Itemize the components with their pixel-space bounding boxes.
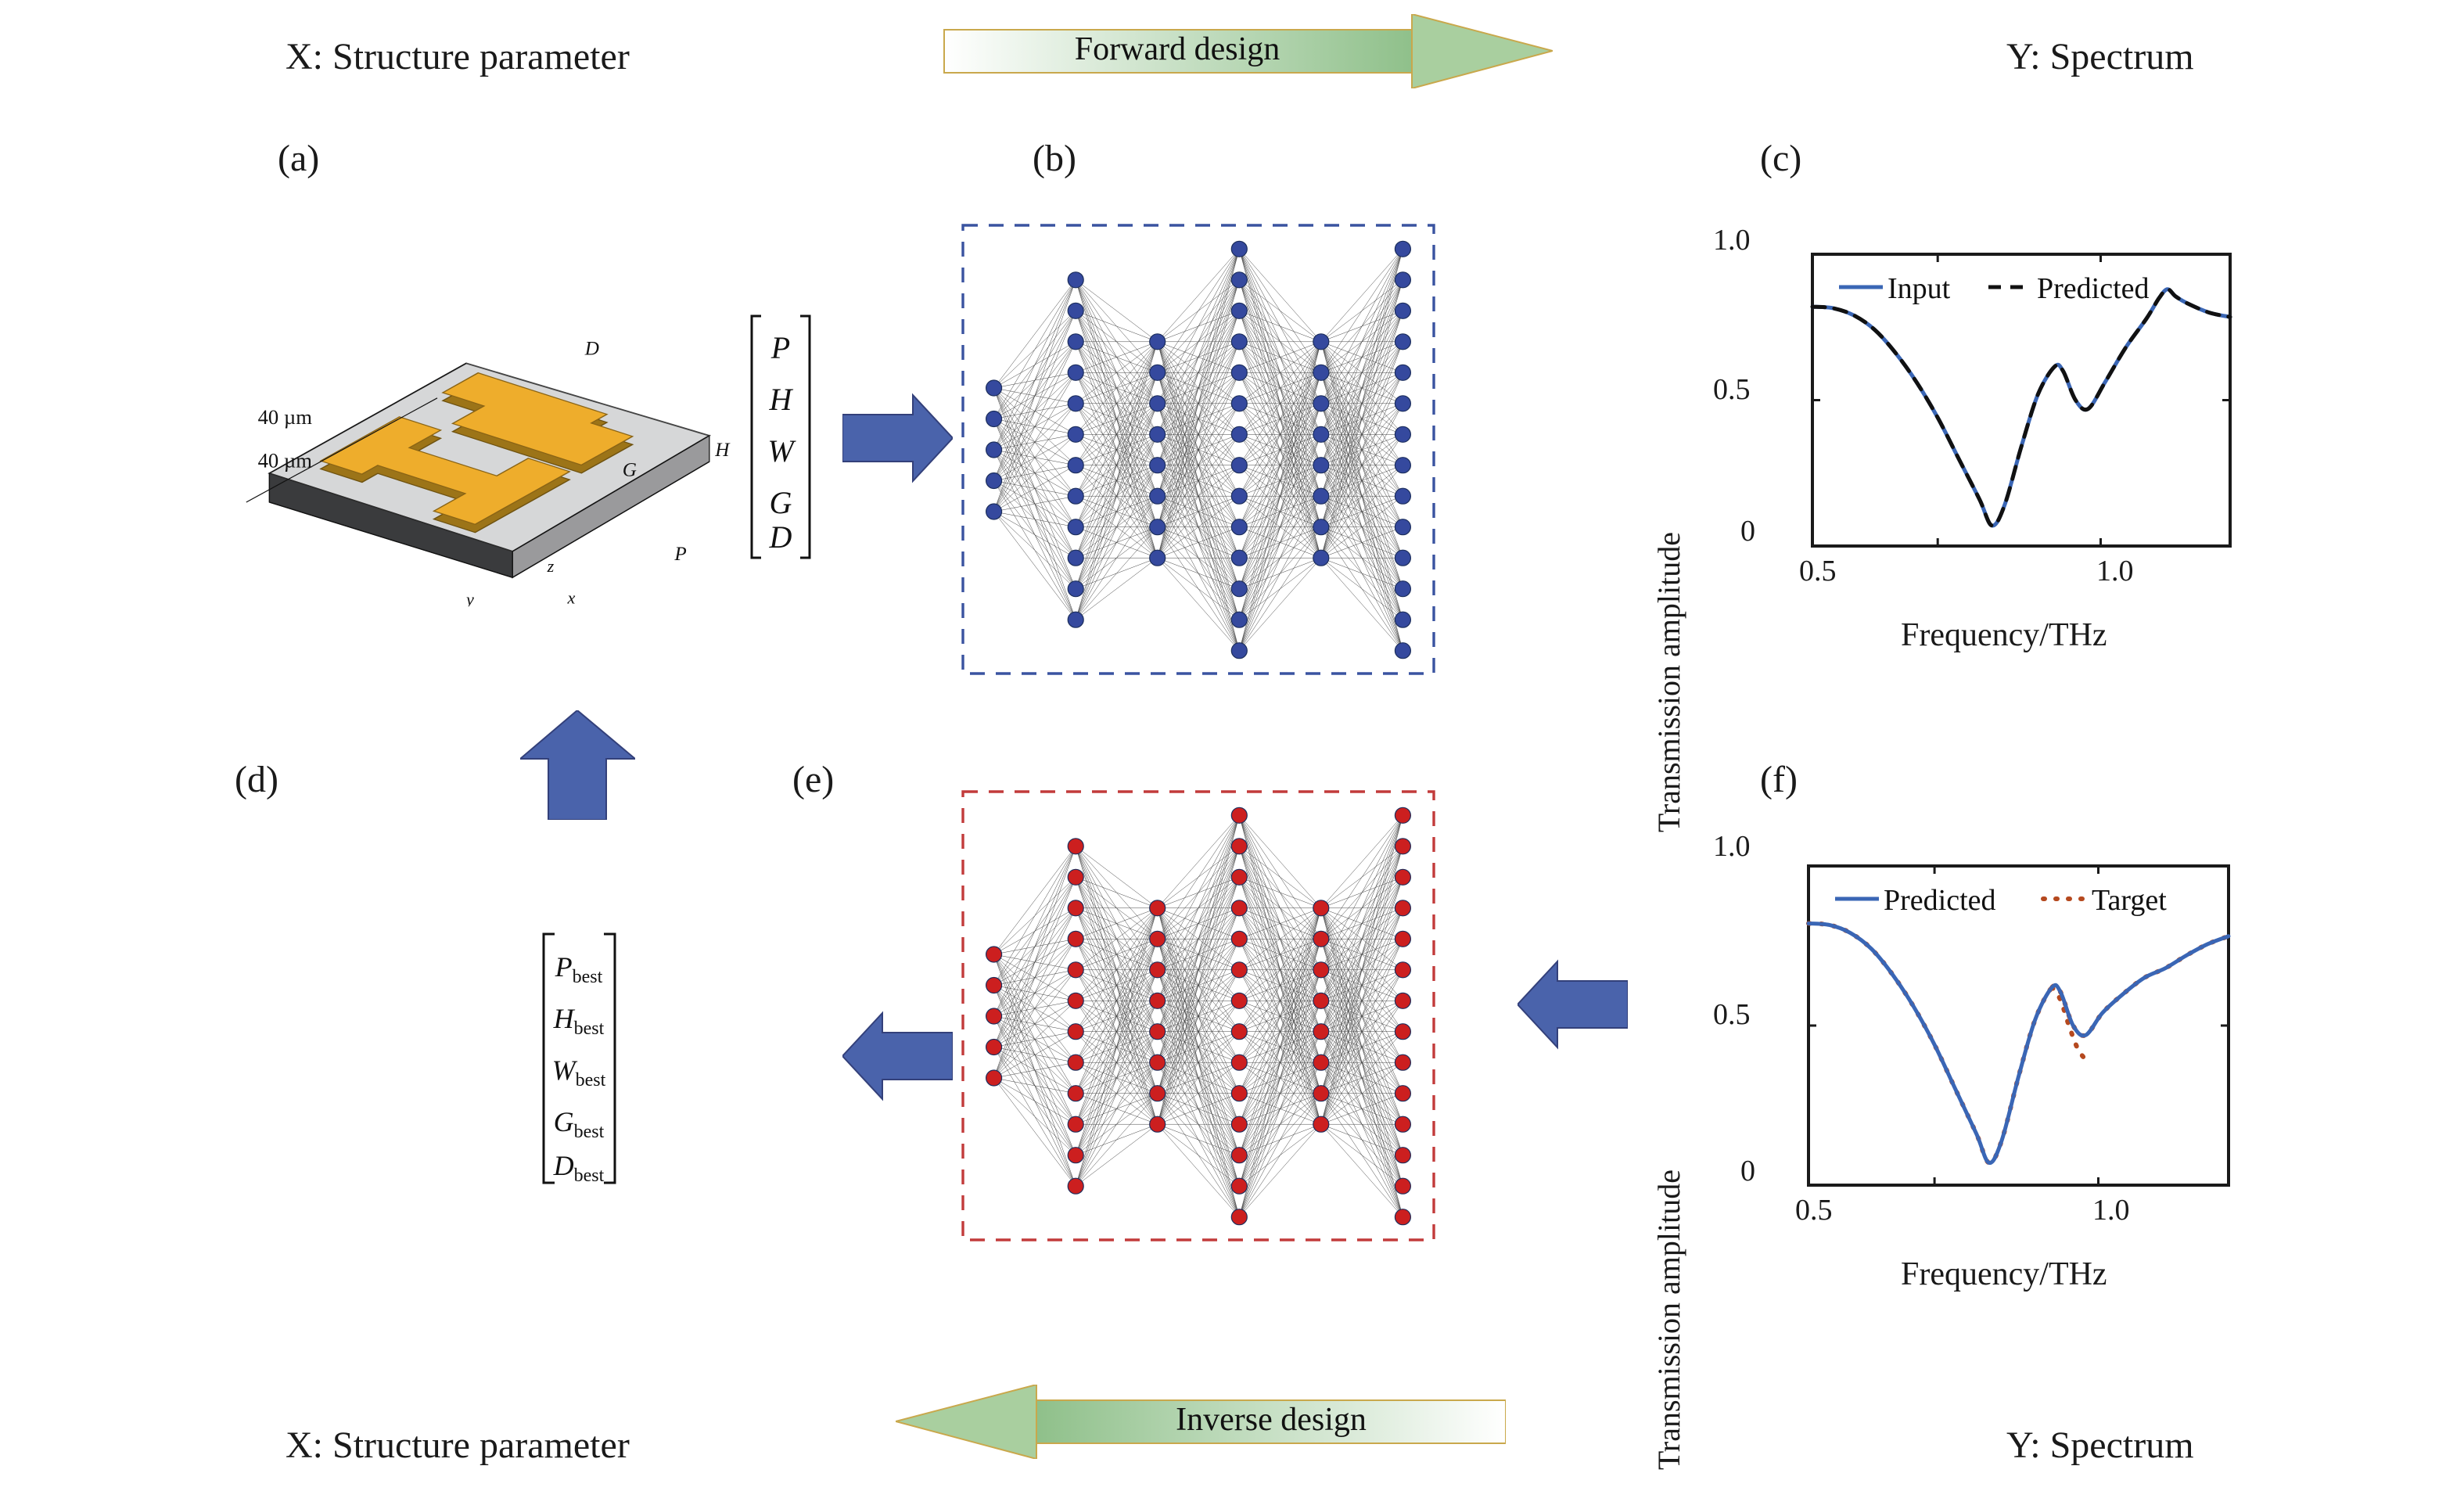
svg-text:G: G [623,460,637,481]
svg-text:x: x [567,588,576,607]
svg-text:D: D [584,338,599,359]
svg-text:Forward design: Forward design [1075,31,1280,67]
svg-text:D: D [769,519,792,555]
svg-text:Gbest: Gbest [554,1106,605,1142]
svg-text:Hbest: Hbest [553,1003,605,1039]
svg-text:H: H [714,440,731,461]
svg-text:W: W [767,433,796,469]
svg-text:40 µm: 40 µm [258,449,313,472]
svg-text:P: P [673,544,686,565]
svg-text:Dbest: Dbest [553,1150,605,1186]
svg-text:Inverse design: Inverse design [1176,1402,1367,1438]
svg-text:40 µm: 40 µm [258,405,313,429]
svg-text:Predicted: Predicted [2037,272,2150,305]
svg-text:z: z [547,556,555,576]
svg-text:y: y [465,590,474,606]
svg-text:Wbest: Wbest [552,1055,606,1090]
svg-text:Target: Target [2092,884,2167,917]
svg-text:G: G [770,485,792,520]
svg-text:H: H [769,382,794,417]
svg-text:Predicted: Predicted [1884,884,1996,917]
svg-text:P: P [770,330,790,365]
svg-text:Pbest: Pbest [555,951,603,987]
svg-text:Input: Input [1888,272,1951,305]
